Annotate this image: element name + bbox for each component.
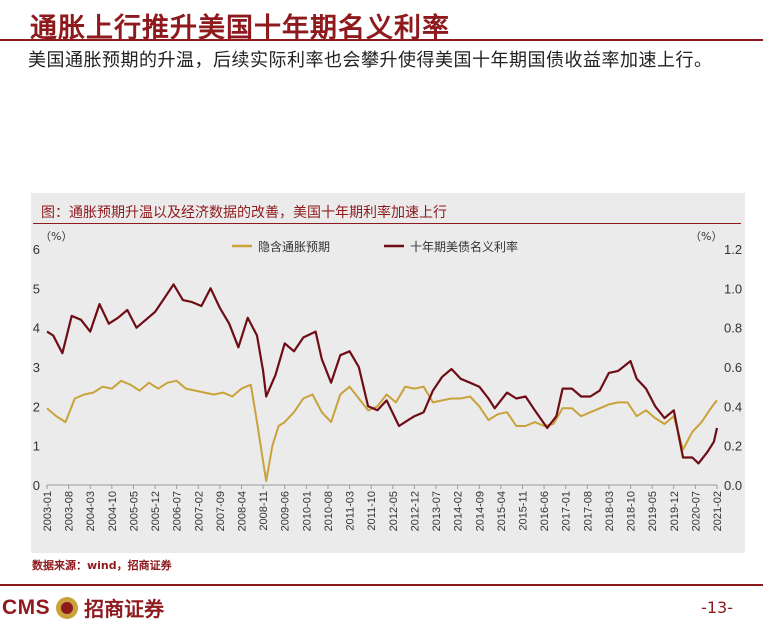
chart-title: 图：通胀预期升温以及经济数据的改善，美国十年期利率加速上行 (41, 205, 447, 221)
x-tick-label: 2019-05 (647, 491, 659, 531)
x-tick-label: 2008-04 (237, 491, 249, 531)
x-tick-label: 2020-07 (690, 491, 702, 531)
right-y-tick-label: 0.0 (724, 478, 742, 493)
x-tick-label: 2005-05 (128, 491, 140, 531)
right-axis-unit: （%） (690, 230, 722, 243)
x-tick-label: 2004-03 (85, 491, 97, 531)
x-tick-label: 2012-12 (409, 491, 421, 531)
data-source: 数据来源：wind，招商证券 (32, 559, 172, 572)
x-tick-label: 2005-12 (150, 491, 162, 531)
x-tick-label: 2012-05 (388, 491, 400, 531)
x-tick-label: 2019-12 (669, 491, 681, 531)
x-tick-label: 2010-08 (323, 491, 335, 531)
right-y-tick-label: 1.2 (724, 242, 742, 257)
left-y-tick-label: 4 (33, 321, 40, 336)
right-y-tick-label: 0.2 (724, 439, 742, 454)
chart-panel (31, 193, 745, 553)
breakeven-series-line (46, 379, 718, 483)
title-divider (0, 39, 763, 41)
chart-title-divider (33, 223, 741, 224)
x-tick-label: 2017-08 (582, 491, 594, 531)
x-tick-label: 2007-09 (215, 491, 227, 531)
logo-text: CMS (2, 595, 51, 619)
brand-logo: CMS 招商证券 (2, 593, 164, 622)
x-tick-label: 2003-08 (64, 491, 76, 531)
x-tick-label: 2004-10 (107, 491, 119, 531)
logo-chinese-name: 招商证券 (84, 597, 165, 621)
left-y-tick-label: 6 (33, 242, 40, 257)
x-tick-label: 2014-02 (453, 491, 465, 531)
x-tick-label: 2014-09 (474, 491, 486, 531)
x-tick-label: 2009-06 (280, 491, 292, 531)
legend-label: 隐含通胀预期 (258, 239, 330, 254)
footer-divider (0, 584, 763, 586)
x-tick-label: 2013-07 (431, 491, 443, 531)
left-y-tick-label: 0 (33, 478, 40, 493)
x-tick-label: 2010-01 (301, 491, 313, 531)
right-y-tick-label: 0.4 (724, 399, 742, 414)
slide-subtitle: 美国通胀预期的升温，后续实际利率也会攀升使得美国十年期国债收益率加速上行。 (28, 50, 713, 71)
x-tick-label: 2011-10 (366, 491, 378, 531)
right-y-tick-label: 1.0 (724, 281, 742, 296)
left-y-tick-label: 3 (33, 360, 40, 375)
x-tick-label: 2006-07 (172, 491, 184, 531)
left-y-tick-label: 5 (33, 281, 40, 296)
right-y-tick-label: 0.8 (724, 321, 742, 336)
x-tick-label: 2021-02 (712, 491, 724, 531)
x-tick-label: 2007-02 (193, 491, 205, 531)
x-tick-label: 2015-04 (496, 491, 508, 531)
x-tick-label: 2017-01 (561, 491, 573, 531)
x-tick-label: 2008-11 (258, 491, 270, 531)
legend-label: 十年期美债名义利率 (410, 239, 518, 254)
x-tick-label: 2016-06 (539, 491, 551, 531)
page-number: -13- (701, 598, 733, 617)
x-tick-label: 2003-01 (42, 491, 54, 531)
x-tick-label: 2018-10 (626, 491, 638, 531)
left-y-tick-label: 2 (33, 399, 40, 414)
x-tick-label: 2011-03 (345, 491, 357, 531)
left-axis-unit: （%） (40, 230, 72, 243)
yield-series-line (46, 283, 719, 465)
left-y-tick-label: 1 (33, 439, 40, 454)
right-y-tick-label: 0.6 (724, 360, 742, 375)
x-tick-label: 2015-11 (517, 491, 529, 531)
logo-emblem-icon (56, 596, 79, 619)
slide-title: 通胀上行推升美国十年期名义利率 (30, 13, 450, 44)
x-tick-label: 2018-03 (604, 491, 616, 531)
